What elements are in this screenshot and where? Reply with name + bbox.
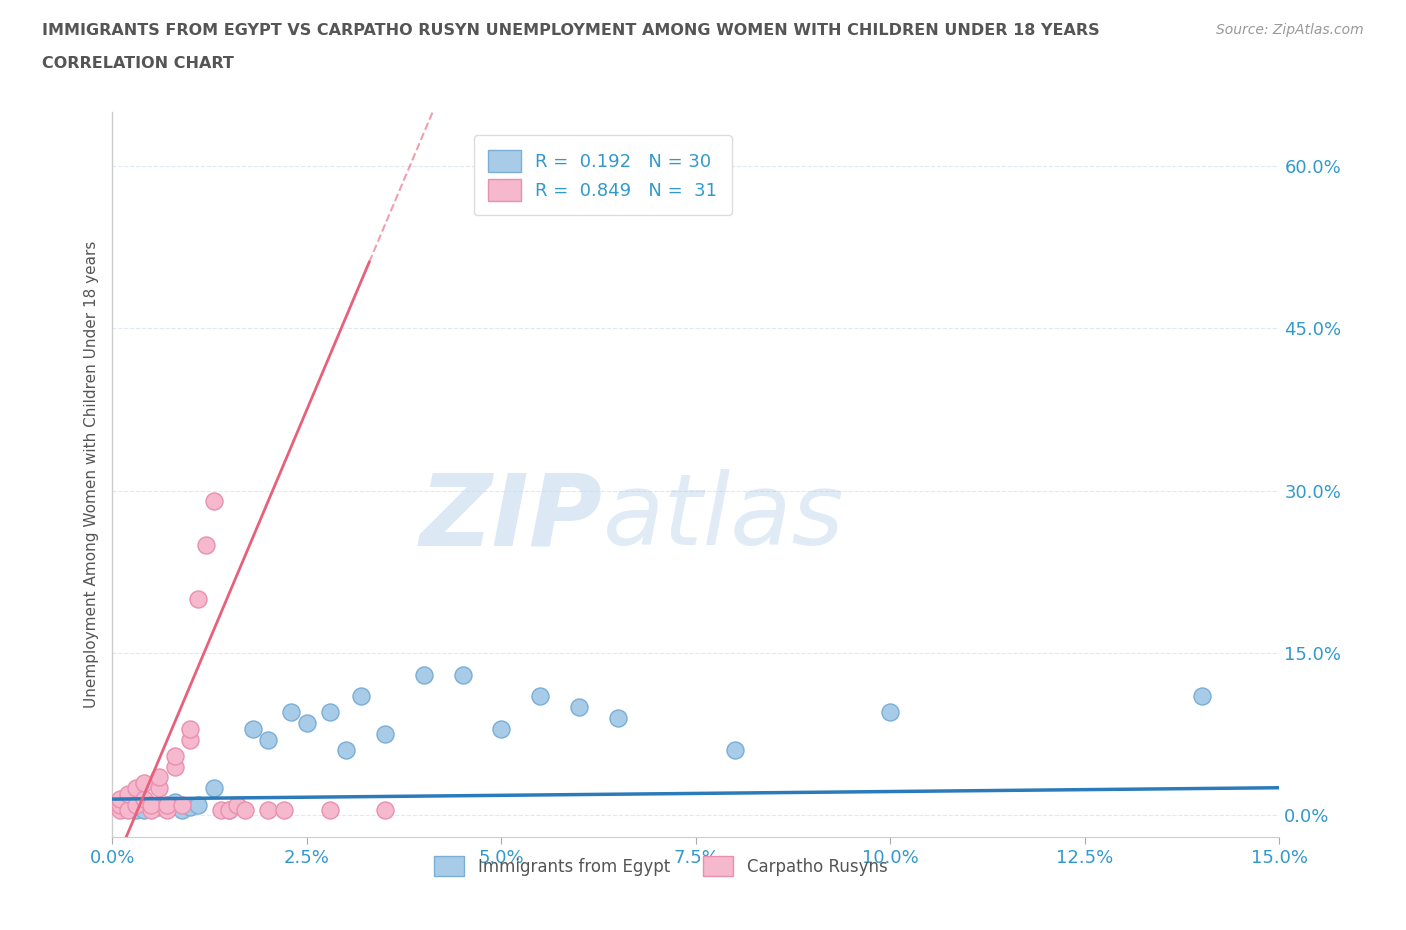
Point — [179, 722, 201, 737]
Text: CORRELATION CHART: CORRELATION CHART — [42, 56, 233, 71]
Point — [568, 699, 591, 714]
Point — [156, 797, 179, 812]
Point — [412, 667, 434, 682]
Point — [374, 803, 396, 817]
Point — [257, 732, 280, 747]
Text: IMMIGRANTS FROM EGYPT VS CARPATHO RUSYN UNEMPLOYMENT AMONG WOMEN WITH CHILDREN U: IMMIGRANTS FROM EGYPT VS CARPATHO RUSYN … — [42, 23, 1099, 38]
Point — [156, 797, 179, 812]
Point — [233, 803, 256, 817]
Point — [163, 759, 186, 774]
Point — [335, 743, 357, 758]
Point — [125, 797, 148, 812]
Point — [374, 726, 396, 741]
Point — [141, 803, 163, 817]
Point — [179, 799, 201, 814]
Point — [163, 749, 186, 764]
Text: atlas: atlas — [603, 470, 844, 566]
Point — [110, 803, 132, 817]
Point — [117, 786, 139, 801]
Point — [110, 791, 132, 806]
Point — [125, 781, 148, 796]
Point — [226, 797, 249, 812]
Point — [187, 797, 209, 812]
Point — [141, 797, 163, 812]
Point — [125, 803, 148, 817]
Point — [148, 799, 170, 814]
Point — [132, 791, 155, 806]
Point — [172, 803, 194, 817]
Point — [218, 803, 240, 817]
Point — [110, 797, 132, 812]
Point — [202, 494, 225, 509]
Point — [110, 797, 132, 812]
Point — [242, 722, 264, 737]
Point — [179, 732, 201, 747]
Point — [607, 711, 630, 725]
Text: Source: ZipAtlas.com: Source: ZipAtlas.com — [1216, 23, 1364, 37]
Point — [319, 803, 342, 817]
Point — [163, 795, 186, 810]
Text: ZIP: ZIP — [419, 470, 603, 566]
Point — [209, 803, 232, 817]
Point — [491, 722, 513, 737]
Point — [148, 781, 170, 796]
Point — [218, 803, 240, 817]
Point — [879, 705, 901, 720]
Point — [350, 689, 373, 704]
Point — [451, 667, 474, 682]
Point — [319, 705, 342, 720]
Point — [187, 591, 209, 606]
Point — [172, 797, 194, 812]
Point — [280, 705, 302, 720]
Point — [295, 716, 318, 731]
Point — [132, 776, 155, 790]
Point — [117, 799, 139, 814]
Legend: Immigrants from Egypt, Carpatho Rusyns: Immigrants from Egypt, Carpatho Rusyns — [427, 849, 894, 884]
Y-axis label: Unemployment Among Women with Children Under 18 years: Unemployment Among Women with Children U… — [83, 241, 98, 708]
Point — [148, 770, 170, 785]
Point — [141, 797, 163, 812]
Point — [202, 781, 225, 796]
Point — [117, 803, 139, 817]
Point — [529, 689, 551, 704]
Point — [132, 803, 155, 817]
Point — [1191, 689, 1213, 704]
Point — [194, 538, 217, 552]
Point — [273, 803, 295, 817]
Point — [156, 803, 179, 817]
Point — [257, 803, 280, 817]
Point — [724, 743, 747, 758]
